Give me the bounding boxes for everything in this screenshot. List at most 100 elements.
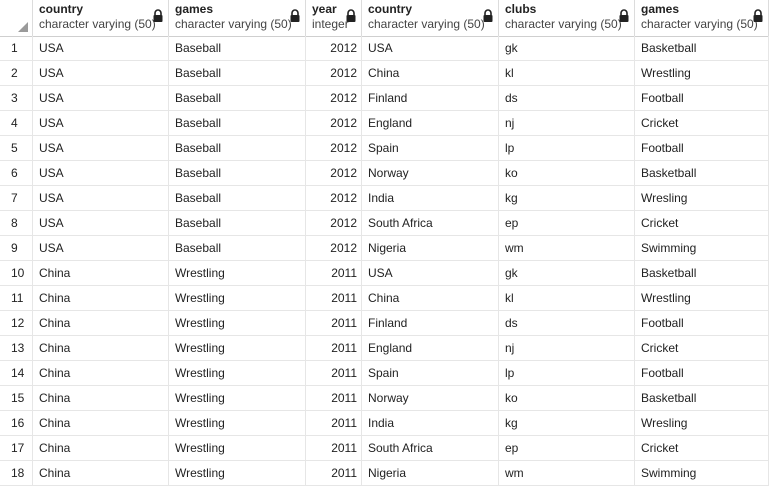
year-cell[interactable]: 2012 (306, 161, 362, 186)
country-cell[interactable]: Nigeria (362, 236, 499, 261)
country-cell[interactable]: China (362, 286, 499, 311)
games-cell[interactable]: Baseball (169, 111, 306, 136)
row-number[interactable]: 4 (0, 111, 33, 136)
games-cell[interactable]: Baseball (169, 236, 306, 261)
country-cell[interactable]: Nigeria (362, 461, 499, 486)
games-cell[interactable]: Wrestling (169, 411, 306, 436)
games-cell[interactable]: Wrestling (169, 386, 306, 411)
row-number[interactable]: 17 (0, 436, 33, 461)
row-number[interactable]: 7 (0, 186, 33, 211)
year-cell[interactable]: 2011 (306, 261, 362, 286)
year-cell[interactable]: 2011 (306, 436, 362, 461)
year-cell[interactable]: 2011 (306, 361, 362, 386)
year-cell[interactable]: 2011 (306, 386, 362, 411)
year-cell[interactable]: 2012 (306, 111, 362, 136)
clubs-cell[interactable]: gk (499, 261, 635, 286)
table-row[interactable]: 6 USA Baseball 2012 Norway ko Basketball (0, 161, 769, 186)
clubs-cell[interactable]: wm (499, 236, 635, 261)
games-cell[interactable]: Wrestling (169, 261, 306, 286)
games-cell[interactable]: Cricket (635, 211, 769, 236)
games-cell[interactable]: Cricket (635, 436, 769, 461)
games-cell[interactable]: Baseball (169, 161, 306, 186)
games-cell[interactable]: Cricket (635, 111, 769, 136)
clubs-cell[interactable]: nj (499, 336, 635, 361)
table-row[interactable]: 1 USA Baseball 2012 USA gk Basketball (0, 36, 769, 61)
country-cell[interactable]: India (362, 186, 499, 211)
clubs-cell[interactable]: lp (499, 361, 635, 386)
clubs-cell[interactable]: ds (499, 86, 635, 111)
table-row[interactable]: 15 China Wrestling 2011 Norway ko Basketball (0, 386, 769, 411)
table-row[interactable]: 5 USA Baseball 2012 Spain lp Football (0, 136, 769, 161)
year-cell[interactable]: 2012 (306, 186, 362, 211)
table-row[interactable]: 16 China Wrestling 2011 India kg Wresling (0, 411, 769, 436)
row-number[interactable]: 14 (0, 361, 33, 386)
year-cell[interactable]: 2011 (306, 286, 362, 311)
country-cell[interactable]: Norway (362, 386, 499, 411)
row-number[interactable]: 5 (0, 136, 33, 161)
country-cell[interactable]: USA (362, 36, 499, 61)
country-cell[interactable]: USA (33, 161, 169, 186)
games-cell[interactable]: Wresling (635, 186, 769, 211)
games-cell[interactable]: Basketball (635, 386, 769, 411)
clubs-cell[interactable]: gk (499, 36, 635, 61)
games-cell[interactable]: Baseball (169, 86, 306, 111)
country-cell[interactable]: USA (33, 86, 169, 111)
games-cell[interactable]: Baseball (169, 186, 306, 211)
games-cell[interactable]: Basketball (635, 261, 769, 286)
table-row[interactable]: 2 USA Baseball 2012 China kl Wrestling (0, 61, 769, 86)
column-header-clubs[interactable]: clubs character varying (50) (499, 0, 635, 36)
country-cell[interactable]: Spain (362, 361, 499, 386)
clubs-cell[interactable]: ep (499, 436, 635, 461)
table-row[interactable]: 14 China Wrestling 2011 Spain lp Football (0, 361, 769, 386)
row-number[interactable]: 15 (0, 386, 33, 411)
table-row[interactable]: 4 USA Baseball 2012 England nj Cricket (0, 111, 769, 136)
country-cell[interactable]: China (33, 361, 169, 386)
table-row[interactable]: 17 China Wrestling 2011 South Africa ep Cricke… (0, 436, 769, 461)
table-row[interactable]: 7 USA Baseball 2012 India kg Wresling (0, 186, 769, 211)
year-cell[interactable]: 2012 (306, 36, 362, 61)
games-cell[interactable]: Football (635, 361, 769, 386)
year-cell[interactable]: 2011 (306, 411, 362, 436)
games-cell[interactable]: Wrestling (635, 286, 769, 311)
games-cell[interactable]: Wrestling (169, 461, 306, 486)
row-number[interactable]: 2 (0, 61, 33, 86)
country-cell[interactable]: Spain (362, 136, 499, 161)
year-cell[interactable]: 2012 (306, 211, 362, 236)
country-cell[interactable]: China (33, 436, 169, 461)
row-number[interactable]: 1 (0, 36, 33, 61)
column-header-games[interactable]: games character varying (50) (169, 0, 306, 36)
country-cell[interactable]: China (33, 411, 169, 436)
games-cell[interactable]: Wresling (635, 411, 769, 436)
select-all-corner[interactable] (0, 0, 33, 36)
country-cell[interactable]: England (362, 336, 499, 361)
games-cell[interactable]: Wrestling (169, 311, 306, 336)
games-cell[interactable]: Football (635, 136, 769, 161)
country-cell[interactable]: China (33, 386, 169, 411)
country-cell[interactable]: China (33, 286, 169, 311)
country-cell[interactable]: Norway (362, 161, 499, 186)
games-cell[interactable]: Baseball (169, 136, 306, 161)
clubs-cell[interactable]: kl (499, 286, 635, 311)
year-cell[interactable]: 2012 (306, 86, 362, 111)
table-row[interactable]: 3 USA Baseball 2012 Finland ds Football (0, 86, 769, 111)
row-number[interactable]: 8 (0, 211, 33, 236)
table-row[interactable]: 12 China Wrestling 2011 Finland ds Football (0, 311, 769, 336)
games-cell[interactable]: Baseball (169, 211, 306, 236)
year-cell[interactable]: 2012 (306, 61, 362, 86)
column-header-games-2[interactable]: games character varying (50) (635, 0, 769, 36)
year-cell[interactable]: 2011 (306, 311, 362, 336)
games-cell[interactable]: Basketball (635, 161, 769, 186)
row-number[interactable]: 3 (0, 86, 33, 111)
table-row[interactable]: 8 USA Baseball 2012 South Africa ep Cricket (0, 211, 769, 236)
column-header-country[interactable]: country character varying (50) (33, 0, 169, 36)
year-cell[interactable]: 2011 (306, 336, 362, 361)
games-cell[interactable]: Swimming (635, 461, 769, 486)
games-cell[interactable]: Football (635, 311, 769, 336)
clubs-cell[interactable]: kg (499, 186, 635, 211)
clubs-cell[interactable]: ep (499, 211, 635, 236)
row-number[interactable]: 10 (0, 261, 33, 286)
country-cell[interactable]: China (33, 461, 169, 486)
games-cell[interactable]: Cricket (635, 336, 769, 361)
table-row[interactable]: 10 China Wrestling 2011 USA gk Basketball (0, 261, 769, 286)
games-cell[interactable]: Football (635, 86, 769, 111)
